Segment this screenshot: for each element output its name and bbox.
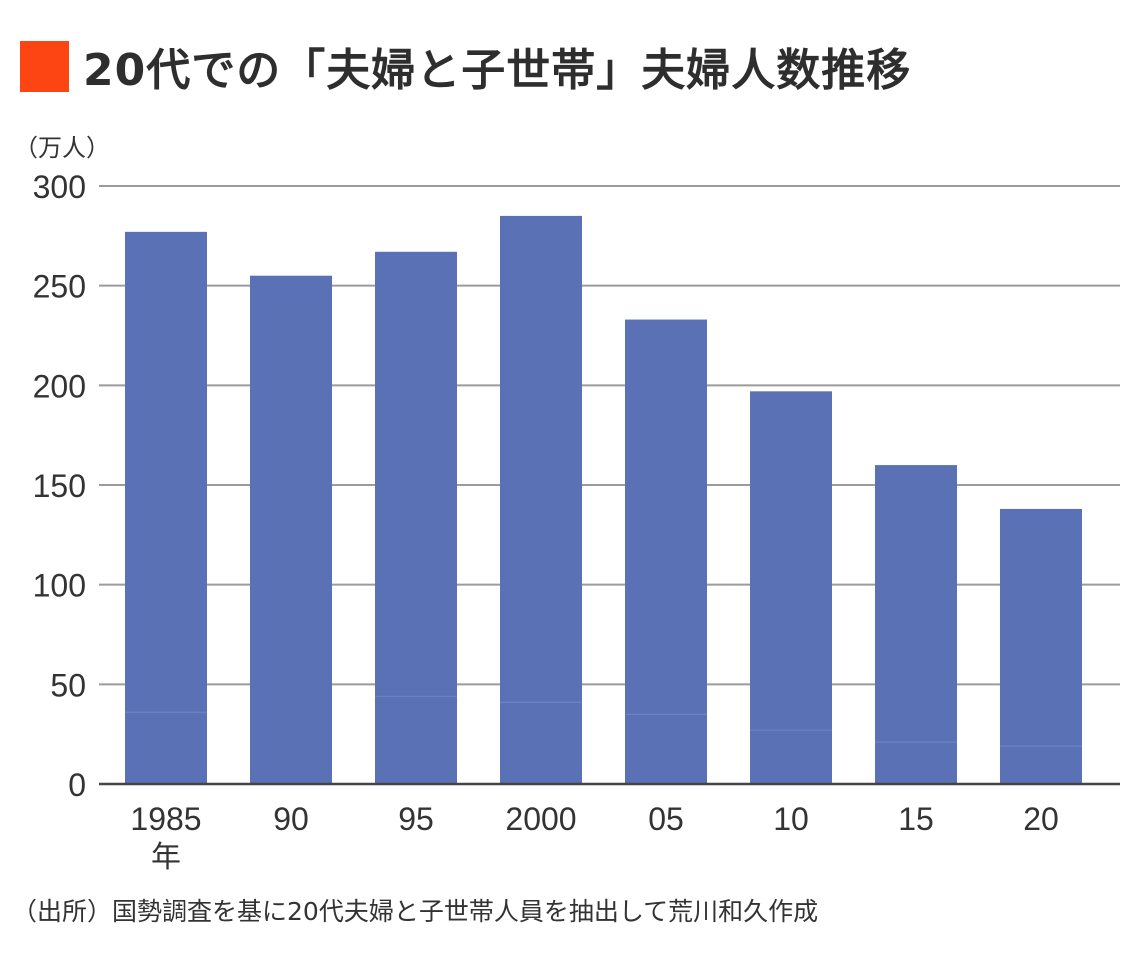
bar-10 — [750, 391, 832, 784]
y-axis-ticks: 0 50 100 150 200 250 300 — [33, 169, 86, 803]
bars — [125, 215, 1082, 784]
y-tick-label: 150 — [33, 468, 86, 504]
bar-20 — [1000, 508, 1082, 784]
y-tick-label: 50 — [50, 667, 86, 703]
bar-95 — [375, 251, 457, 784]
x-tick-label: 90 — [273, 801, 309, 837]
bar-05 — [625, 319, 707, 784]
y-tick-label: 300 — [33, 169, 86, 205]
x-tick-year-suffix: 年 — [151, 840, 181, 875]
bar-90 — [250, 275, 332, 784]
y-tick-label: 0 — [68, 767, 86, 803]
chart-title: 20代での「夫婦と子世帯」夫婦人数推移 — [83, 45, 912, 96]
bar-15 — [875, 465, 957, 784]
chart-title-block: 20代での「夫婦と子世帯」夫婦人数推移 — [20, 38, 911, 96]
bar-1985 — [125, 231, 207, 784]
x-tick-label: 1985 — [130, 801, 201, 837]
title-marker — [20, 40, 69, 92]
x-tick-label: 2000 — [505, 801, 576, 837]
y-tick-label: 100 — [33, 568, 86, 604]
y-axis-unit-label: （万人） — [14, 134, 110, 162]
y-tick-label: 200 — [33, 368, 86, 404]
bar-2000 — [500, 215, 582, 784]
x-tick-label: 10 — [773, 801, 809, 837]
source-footnote: （出所）国勢調査を基に20代夫婦と子世帯人員を抽出して荒川和久作成 — [12, 897, 819, 926]
x-tick-label: 20 — [1023, 801, 1059, 837]
x-tick-label: 95 — [398, 801, 434, 837]
x-tick-label: 15 — [898, 801, 934, 837]
y-tick-label: 250 — [33, 269, 86, 305]
x-tick-label: 05 — [648, 801, 684, 837]
